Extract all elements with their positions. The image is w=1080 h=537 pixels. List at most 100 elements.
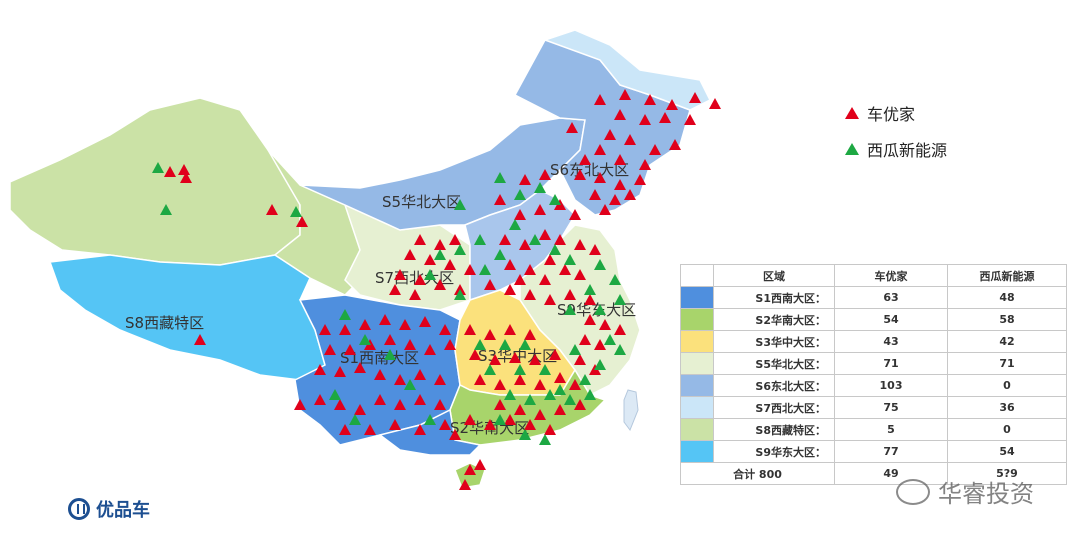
che-you-jia-marker <box>494 399 506 410</box>
total-xi-gua: 5?9 <box>947 462 1067 485</box>
che-you-jia-marker <box>389 419 401 430</box>
che-you-jia-marker <box>614 109 626 120</box>
map-legend: 车优家 西瓜新能源 <box>845 95 947 167</box>
che-you-jia-marker <box>314 364 326 375</box>
region-name: S1西南大区： <box>713 286 835 309</box>
xi-gua-marker <box>384 349 396 360</box>
xi-gua-marker <box>614 294 626 305</box>
region-name: S8西藏特区： <box>713 418 835 441</box>
che-you-jia-marker <box>594 94 606 105</box>
region-name: S5华北大区： <box>713 352 835 375</box>
xi-gua-marker <box>594 259 606 270</box>
brand-logo: 优品车 <box>68 496 150 522</box>
che-you-jia-marker <box>584 314 596 325</box>
xi-gua-marker <box>494 249 506 260</box>
che-you-jia-marker <box>324 344 336 355</box>
che-you-jia-marker <box>614 154 626 165</box>
region-name: S6东北大区： <box>713 374 835 397</box>
xi-gua-marker <box>494 172 506 183</box>
color-swatch <box>680 374 714 397</box>
xi-gua-marker <box>529 234 541 245</box>
che-you-jia-marker <box>669 139 681 150</box>
che-you-jia-marker <box>339 424 351 435</box>
che-you-jia-marker <box>634 174 646 185</box>
che-you-jia-marker <box>659 112 671 123</box>
che-you-jia-marker <box>594 144 606 155</box>
xi-gua-marker <box>404 379 416 390</box>
che-you-jia-marker <box>539 274 551 285</box>
xi-gua-marker <box>424 269 436 280</box>
table-header-xi-gua: 西瓜新能源 <box>947 264 1067 287</box>
che-you-jia-marker <box>624 134 636 145</box>
xi-gua-count: 58 <box>947 308 1067 331</box>
region-label-s7: S7西北大区 <box>375 269 454 287</box>
xi-gua-marker <box>544 389 556 400</box>
che-you-jia-marker <box>319 324 331 335</box>
che-you-jia-marker <box>444 339 456 350</box>
che-you-jia-marker <box>524 419 536 430</box>
che-you-jia-marker <box>424 254 436 265</box>
che-you-jia-marker <box>444 259 456 270</box>
wechat-icon <box>896 478 930 505</box>
che-you-jia-marker <box>554 404 566 415</box>
che-you-jia-marker <box>574 354 586 365</box>
region-name: S3华中大区： <box>713 330 835 353</box>
xi-gua-marker <box>614 344 626 355</box>
table-row: S5华北大区： 71 71 <box>680 352 1067 375</box>
che-you-jia-marker <box>514 209 526 220</box>
che-you-jia-marker <box>399 319 411 330</box>
xi-gua-marker <box>584 284 596 295</box>
xi-gua-marker <box>524 394 536 405</box>
che-you-jia-marker <box>639 114 651 125</box>
xi-gua-count: 0 <box>947 374 1067 397</box>
table-row: S9华东大区： 77 54 <box>680 440 1067 463</box>
che-you-jia-marker <box>344 344 356 355</box>
xi-gua-count: 36 <box>947 396 1067 419</box>
xi-gua-marker <box>499 339 511 350</box>
che-you-jia-marker <box>414 424 426 435</box>
che-you-jia-marker <box>509 352 521 363</box>
che-you-jia-marker <box>514 404 526 415</box>
che-you-jia-marker <box>489 354 501 365</box>
che-you-jia-marker <box>544 294 556 305</box>
color-swatch <box>680 330 714 353</box>
che-you-jia-marker <box>689 92 701 103</box>
region-name: S2华南大区： <box>713 308 835 331</box>
che-you-jia-marker <box>614 179 626 190</box>
che-you-jia-count: 43 <box>834 330 948 353</box>
xi-gua-marker <box>454 244 466 255</box>
che-you-jia-marker <box>374 369 386 380</box>
che-you-jia-marker <box>178 164 190 175</box>
store-markers <box>152 89 721 490</box>
table-row: S8西藏特区： 5 0 <box>680 418 1067 441</box>
che-you-jia-marker <box>314 394 326 405</box>
che-you-jia-marker <box>534 379 546 390</box>
xi-gua-marker <box>594 304 606 315</box>
color-swatch <box>680 308 714 331</box>
che-you-jia-marker <box>334 399 346 410</box>
che-you-jia-marker <box>519 174 531 185</box>
xi-gua-marker <box>290 206 302 217</box>
che-you-jia-marker <box>394 269 406 280</box>
che-you-jia-marker <box>504 324 516 335</box>
xi-gua-marker <box>564 304 576 315</box>
table-header-swatch <box>680 264 714 287</box>
che-you-jia-marker <box>474 374 486 385</box>
che-you-jia-marker <box>579 334 591 345</box>
color-swatch <box>680 396 714 419</box>
table-row: S1西南大区： 63 48 <box>680 286 1067 309</box>
xi-gua-count: 71 <box>947 352 1067 375</box>
che-you-jia-marker <box>180 172 192 183</box>
xi-gua-marker <box>454 199 466 210</box>
region-name: S9华东大区： <box>713 440 835 463</box>
che-you-jia-marker <box>574 269 586 280</box>
region-s8-area <box>9 97 301 266</box>
xi-gua-marker <box>359 334 371 345</box>
che-you-jia-marker <box>414 274 426 285</box>
che-you-jia-marker <box>579 154 591 165</box>
logo-icon <box>68 498 90 520</box>
table-row: S6东北大区： 103 0 <box>680 374 1067 397</box>
che-you-jia-marker <box>434 279 446 290</box>
che-you-jia-marker <box>514 374 526 385</box>
che-you-jia-marker <box>484 279 496 290</box>
